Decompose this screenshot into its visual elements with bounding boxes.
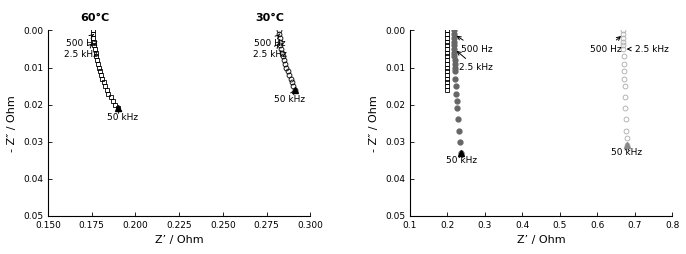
- Text: 2.5 kHz: 2.5 kHz: [628, 44, 669, 54]
- Text: 500 Hz: 500 Hz: [255, 34, 286, 48]
- Y-axis label: - Z″ / Ohm: - Z″ / Ohm: [370, 95, 379, 152]
- Y-axis label: - Z″ / Ohm: - Z″ / Ohm: [8, 95, 17, 152]
- X-axis label: Z’ / Ohm: Z’ / Ohm: [517, 235, 565, 245]
- Text: 500 Hz: 500 Hz: [458, 36, 492, 54]
- Text: 50 kHz: 50 kHz: [611, 146, 642, 157]
- Text: 50 kHz: 50 kHz: [108, 109, 139, 122]
- Text: 60°C: 60°C: [80, 13, 109, 23]
- Text: 30°C: 30°C: [255, 13, 284, 23]
- Text: 50 kHz: 50 kHz: [446, 153, 477, 165]
- Text: 500 Hz: 500 Hz: [65, 35, 97, 48]
- Text: 2.5 kHz: 2.5 kHz: [252, 44, 287, 59]
- Text: 2.5 kHz: 2.5 kHz: [458, 52, 493, 72]
- Text: 2.5 kHz: 2.5 kHz: [64, 44, 97, 59]
- Text: 500 Hz: 500 Hz: [590, 37, 622, 54]
- X-axis label: Z’ / Ohm: Z’ / Ohm: [155, 235, 204, 245]
- Text: 50 kHz: 50 kHz: [274, 91, 305, 104]
